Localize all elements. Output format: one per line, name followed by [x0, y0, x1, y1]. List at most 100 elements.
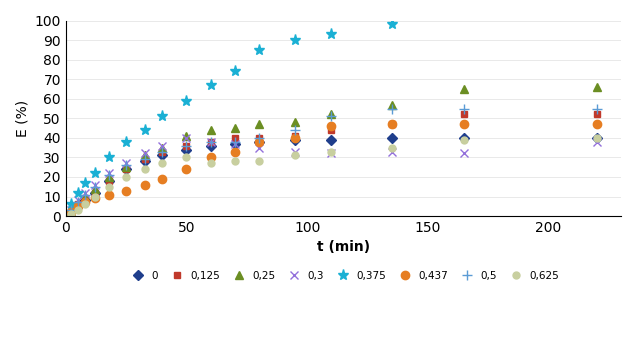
- 0,125: [183, 144, 190, 148]
- 0,375: [158, 114, 166, 118]
- 0,3: [158, 144, 166, 148]
- 0,625: [207, 161, 214, 166]
- 0,625: [231, 159, 238, 163]
- 0,5: [255, 136, 263, 140]
- 0,5: [328, 114, 335, 118]
- 0,375: [81, 181, 89, 185]
- 0,437: [74, 204, 81, 208]
- Line: 0,375: 0,375: [65, 19, 398, 210]
- 0,437: [142, 183, 149, 187]
- 0,375: [74, 190, 81, 195]
- 0: [122, 167, 130, 171]
- 0,125: [81, 196, 89, 201]
- 0,3: [67, 208, 74, 212]
- 0,437: [388, 122, 396, 126]
- 0,25: [183, 134, 190, 138]
- 0,25: [460, 87, 468, 91]
- 0,5: [122, 163, 130, 167]
- 0,437: [255, 140, 263, 144]
- 0,437: [81, 200, 89, 204]
- 0: [67, 210, 74, 214]
- 0,25: [231, 126, 238, 130]
- 0,437: [106, 192, 113, 197]
- Line: 0: 0: [67, 134, 600, 216]
- 0,3: [255, 145, 263, 150]
- 0,437: [67, 210, 74, 214]
- 0,625: [106, 185, 113, 189]
- 0,437: [460, 122, 468, 126]
- 0,3: [328, 151, 335, 156]
- 0,25: [388, 103, 396, 107]
- 0,3: [593, 140, 600, 144]
- 0: [183, 147, 190, 152]
- 0,375: [207, 83, 214, 87]
- 0,437: [207, 155, 214, 159]
- 0,5: [142, 157, 149, 162]
- 0,25: [255, 122, 263, 126]
- 0,125: [291, 134, 299, 138]
- 0,25: [67, 210, 74, 214]
- 0,5: [207, 140, 214, 144]
- 0,125: [67, 210, 74, 214]
- 0,3: [81, 190, 89, 195]
- 0,3: [183, 136, 190, 140]
- 0,625: [388, 145, 396, 150]
- 0,3: [231, 141, 238, 146]
- 0,3: [122, 161, 130, 166]
- 0: [255, 140, 263, 144]
- 0,375: [231, 69, 238, 73]
- 0,437: [291, 136, 299, 140]
- 0: [158, 153, 166, 158]
- 0,375: [91, 171, 99, 175]
- 0,375: [106, 155, 113, 159]
- 0,25: [74, 202, 81, 207]
- 0,125: [328, 128, 335, 132]
- 0,125: [122, 167, 130, 171]
- 0,125: [231, 136, 238, 140]
- 0,375: [388, 22, 396, 27]
- 0,125: [460, 112, 468, 117]
- 0,437: [158, 177, 166, 181]
- 0,375: [67, 202, 74, 207]
- 0: [207, 144, 214, 148]
- 0,125: [91, 190, 99, 195]
- 0,625: [122, 175, 130, 179]
- Line: 0,125: 0,125: [67, 111, 600, 216]
- 0: [328, 138, 335, 142]
- 0,5: [74, 200, 81, 204]
- 0,625: [74, 208, 81, 212]
- Line: 0,25: 0,25: [66, 83, 601, 216]
- 0,437: [183, 167, 190, 171]
- 0,625: [91, 194, 99, 199]
- 0,625: [255, 159, 263, 163]
- 0,3: [460, 151, 468, 156]
- 0,375: [328, 32, 335, 36]
- 0: [291, 138, 299, 142]
- Line: 0,625: 0,625: [67, 134, 600, 217]
- 0: [388, 136, 396, 140]
- 0,3: [91, 183, 99, 187]
- 0,125: [255, 136, 263, 140]
- 0,125: [142, 157, 149, 162]
- 0,3: [106, 171, 113, 175]
- 0,5: [231, 140, 238, 144]
- 0,625: [81, 202, 89, 207]
- 0,625: [328, 149, 335, 154]
- 0: [74, 204, 81, 208]
- 0,25: [158, 145, 166, 150]
- Line: 0,5: 0,5: [66, 104, 602, 215]
- 0,25: [106, 175, 113, 179]
- 0,5: [183, 144, 190, 148]
- 0,125: [207, 140, 214, 144]
- 0,625: [142, 167, 149, 171]
- 0,375: [122, 140, 130, 144]
- 0,3: [388, 149, 396, 154]
- 0,3: [207, 140, 214, 144]
- 0,5: [593, 106, 600, 111]
- 0,25: [91, 186, 99, 191]
- 0,5: [291, 128, 299, 132]
- 0,625: [593, 136, 600, 140]
- 0,625: [460, 138, 468, 142]
- 0,375: [142, 128, 149, 132]
- 0,5: [67, 208, 74, 212]
